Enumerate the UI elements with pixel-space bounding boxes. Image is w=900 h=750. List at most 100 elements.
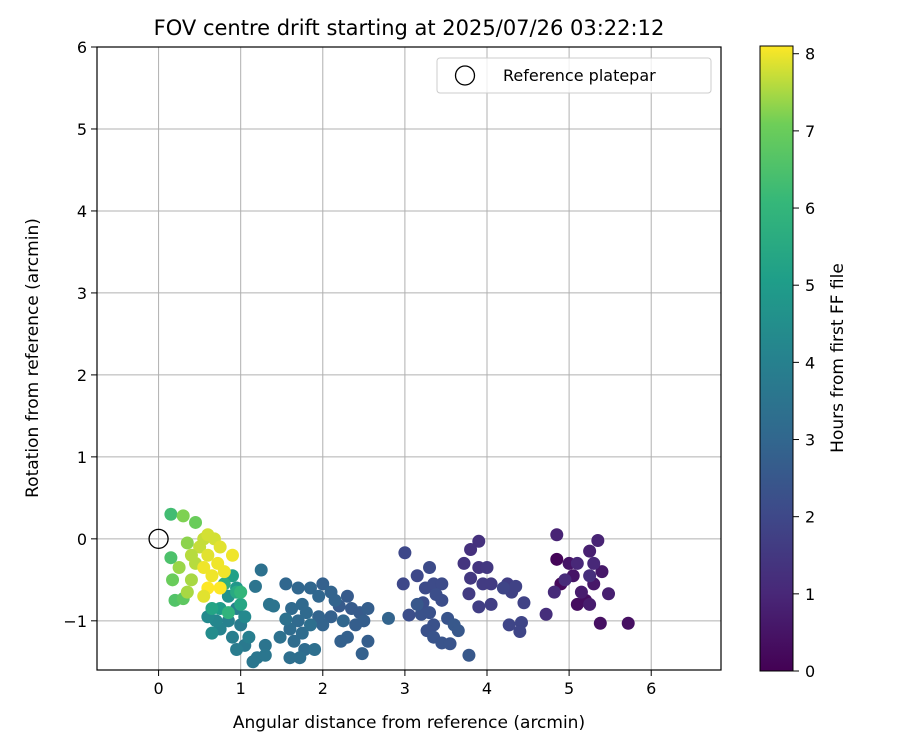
- colorbar-tick-label: 5: [805, 276, 815, 295]
- data-point: [361, 602, 375, 616]
- data-point: [295, 626, 309, 640]
- data-point: [496, 581, 510, 595]
- data-point: [595, 565, 609, 579]
- data-point: [267, 599, 281, 613]
- data-point: [480, 561, 494, 575]
- data-point: [509, 579, 523, 593]
- data-point: [287, 634, 301, 648]
- colorbar-tick-label: 8: [805, 45, 815, 64]
- data-point: [435, 593, 449, 607]
- data-point: [464, 571, 478, 585]
- reference-marker: [148, 528, 169, 549]
- y-tick-label: 6: [77, 38, 87, 57]
- data-point: [539, 607, 553, 621]
- data-point: [180, 536, 194, 550]
- colorbar-tick-label: 7: [805, 122, 815, 141]
- data-point: [291, 581, 305, 595]
- data-point: [312, 610, 326, 624]
- data-point: [189, 515, 203, 529]
- colorbar-tick-label: 1: [805, 585, 815, 604]
- data-point: [396, 577, 410, 591]
- y-tick-label: 0: [77, 530, 87, 549]
- data-point: [550, 552, 564, 566]
- data-point: [464, 542, 478, 556]
- data-point: [517, 596, 531, 610]
- y-tick-label: 3: [77, 284, 87, 303]
- x-axis-ticks: 0 1 2 3 4 5 6: [153, 670, 656, 698]
- data-point: [201, 548, 215, 562]
- data-point: [164, 507, 178, 521]
- data-point: [184, 548, 198, 562]
- data-point: [593, 616, 607, 630]
- y-tick-label: 5: [77, 120, 87, 139]
- data-point: [398, 546, 412, 560]
- data-point: [205, 602, 219, 616]
- y-tick-label: −1: [63, 612, 87, 631]
- data-point: [349, 618, 363, 632]
- data-point: [570, 556, 584, 570]
- data-point: [273, 630, 287, 644]
- colorbar-tick-label: 4: [805, 353, 815, 372]
- data-point: [381, 611, 395, 625]
- legend: Reference platepar: [436, 57, 712, 94]
- data-point: [621, 616, 635, 630]
- colorbar-tick-label: 2: [805, 508, 815, 527]
- y-tick-label: 1: [77, 448, 87, 467]
- data-point: [312, 589, 326, 603]
- data-point: [258, 648, 272, 662]
- data-point: [221, 606, 235, 620]
- data-point: [591, 533, 605, 547]
- data-point: [283, 622, 297, 636]
- data-point: [457, 556, 471, 570]
- x-tick-label: 6: [646, 679, 656, 698]
- data-point: [484, 597, 498, 611]
- x-axis-label: Angular distance from reference (arcmin): [233, 713, 585, 733]
- data-point: [279, 577, 293, 591]
- data-point: [303, 618, 317, 632]
- data-point: [176, 509, 190, 523]
- data-point: [340, 589, 354, 603]
- data-point: [324, 610, 338, 624]
- x-tick-label: 0: [153, 679, 163, 698]
- data-point: [217, 565, 231, 579]
- data-point: [213, 581, 227, 595]
- data-point: [205, 626, 219, 640]
- data-point: [558, 573, 572, 587]
- data-point: [328, 593, 342, 607]
- y-axis-ticks: −1 0 1 2 3 4 5 6: [63, 38, 97, 631]
- data-point: [283, 651, 297, 665]
- x-tick-label: 5: [564, 679, 574, 698]
- data-point: [291, 614, 305, 628]
- data-point: [472, 600, 486, 614]
- y-tick-label: 4: [77, 202, 87, 221]
- legend-box: [436, 57, 712, 94]
- data-point: [230, 643, 244, 657]
- data-point: [197, 589, 211, 603]
- data-point: [164, 551, 178, 565]
- y-tick-label: 2: [77, 366, 87, 385]
- data-point: [242, 630, 256, 644]
- data-point: [334, 634, 348, 648]
- data-point: [225, 630, 239, 644]
- plot-frame: [96, 46, 722, 671]
- data-point: [472, 534, 486, 548]
- data-point: [258, 638, 272, 652]
- data-point: [423, 561, 437, 575]
- x-tick-label: 3: [400, 679, 410, 698]
- x-tick-label: 2: [318, 679, 328, 698]
- data-point: [166, 573, 180, 587]
- data-point: [583, 569, 597, 583]
- data-point: [402, 608, 416, 622]
- data-point: [462, 648, 476, 662]
- data-point: [502, 618, 516, 632]
- data-point: [248, 579, 262, 593]
- chart-title: FOV centre drift starting at 2025/07/26 …: [154, 16, 665, 40]
- data-point: [279, 612, 293, 626]
- data-point: [355, 647, 369, 661]
- data-point: [234, 597, 248, 611]
- colorbar-ticks: 0 1 2 3 4 5 6 7 8: [793, 45, 815, 681]
- data-point: [299, 606, 313, 620]
- data-point: [246, 655, 260, 669]
- data-point: [435, 577, 449, 591]
- x-tick-label: 4: [482, 679, 492, 698]
